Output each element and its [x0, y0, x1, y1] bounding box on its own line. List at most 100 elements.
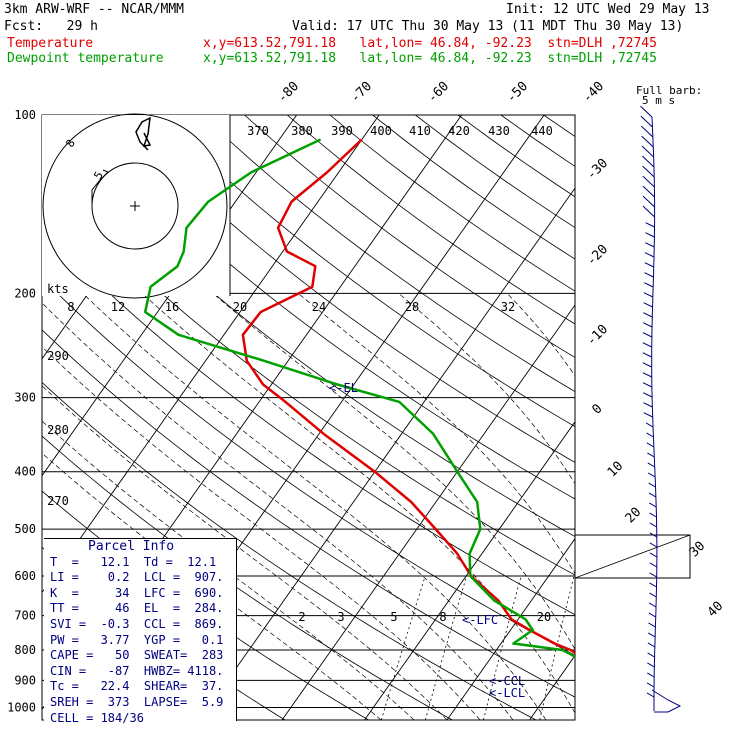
wind-barb	[644, 282, 654, 288]
dry-adiabat-line	[42, 381, 537, 720]
theta-label: 270	[47, 494, 69, 508]
parcel-info-row: CELL = 184/36	[50, 710, 144, 725]
wind-barb	[648, 602, 657, 608]
wind-barb	[649, 512, 657, 518]
wind-barb	[642, 382, 653, 388]
theta-label: 410	[409, 124, 431, 138]
temperature-tick-label: -70	[348, 79, 375, 106]
moist-adiabat-line	[607, 293, 740, 720]
wind-barb	[646, 682, 655, 688]
isotherm-line	[446, 537, 575, 720]
temperature-tick-label: 10	[605, 459, 627, 481]
theta-label: 430	[488, 124, 510, 138]
temperature-tick-label: 20	[623, 505, 645, 527]
parcel-info-row: TT = 46 EL = 284.	[50, 601, 224, 616]
dry-adiabat-line	[372, 115, 575, 260]
wind-barb	[645, 232, 655, 238]
wind-legend-units: 5 m s	[642, 94, 675, 107]
hodograph-axis-tick: 8	[67, 300, 74, 314]
wind-barb	[642, 205, 655, 218]
dry-adiabat-line	[329, 115, 575, 292]
isotherm-line	[42, 115, 380, 594]
wind-barb	[649, 532, 658, 538]
wind-barb	[647, 472, 656, 478]
temperature-tick-label: -40	[580, 79, 607, 106]
wind-barb	[649, 552, 658, 558]
mixing-ratio-label: 5	[390, 610, 397, 624]
parcel-info-row: LI = 0.2 LCL = 907.	[50, 570, 224, 585]
moist-adiabat-line	[82, 293, 547, 720]
wind-barb	[642, 155, 655, 168]
wind-barb	[640, 105, 653, 118]
lower-frame-extension	[575, 534, 691, 579]
wind-barb-surface	[651, 689, 682, 713]
dry-adiabat-line	[42, 176, 575, 576]
dry-adiabat-line	[201, 115, 575, 393]
wind-barb	[645, 242, 655, 248]
wind-barb	[642, 352, 652, 358]
hodograph-trace	[135, 116, 152, 151]
mixing-ratio-label: 2	[298, 610, 305, 624]
parcel-info-row: Tc = 22.4 SHEAR= 37.	[50, 679, 224, 694]
isotherm-line	[199, 187, 575, 720]
pressure-tick-label: 400	[14, 465, 36, 479]
isotherm-line	[612, 115, 740, 720]
dry-adiabat-line	[244, 115, 575, 358]
wind-barb	[649, 502, 657, 508]
theta-label: 370	[247, 124, 269, 138]
dry-adiabat-line	[42, 329, 575, 698]
pressure-tick-label: 800	[14, 643, 36, 657]
parcel-info-row: SVI = -0.3 CCL = 869.	[50, 616, 224, 631]
wind-barb	[642, 175, 655, 188]
wind-barb	[642, 195, 655, 208]
dry-adiabat-line	[500, 115, 575, 167]
parcel-level-annotation: <-EL	[329, 381, 358, 395]
wind-barb	[649, 572, 657, 578]
wind-barb	[648, 482, 656, 488]
wind-barb	[646, 432, 654, 438]
dewpoint-profile-line	[143, 138, 575, 659]
parcel-info-row: SREH = 373 LAPSE= 5.9	[50, 694, 224, 709]
theta-label: 380	[291, 124, 313, 138]
theta-label: 400	[370, 124, 392, 138]
theta-label: 280	[47, 423, 69, 437]
wind-barb	[646, 692, 655, 698]
wind-barb	[646, 672, 655, 678]
pressure-tick-label: 100	[14, 108, 36, 122]
hodograph-axis-tick: 12	[111, 300, 125, 314]
mixing-ratio-line	[539, 575, 575, 720]
wind-barb	[643, 412, 653, 418]
moist-adiabat-line	[42, 420, 415, 720]
isotherm-line	[364, 421, 575, 720]
wind-barb	[642, 362, 652, 368]
dry-adiabat-line	[116, 115, 575, 463]
lower-frame-diagonal	[574, 534, 691, 579]
dry-adiabat-line	[715, 115, 740, 720]
temperature-tick-label: -30	[584, 156, 611, 183]
pressure-tick-label: 500	[14, 522, 36, 536]
parcel-level-annotation: <-LFC	[462, 613, 498, 627]
moist-adiabat-line	[297, 293, 575, 575]
wind-barb	[645, 422, 654, 428]
wind-barb	[647, 452, 655, 458]
temperature-tick-label: 0	[589, 401, 605, 417]
wind-barb	[647, 652, 655, 658]
wind-barb	[642, 322, 653, 328]
wind-barb	[642, 332, 653, 338]
isotherm-line	[529, 654, 575, 720]
temperature-tick-label: -20	[584, 242, 611, 269]
dry-adiabat-line	[415, 115, 575, 229]
wind-barb	[642, 165, 655, 178]
init-time: Init: 12 UTC Wed 29 May 13	[506, 2, 710, 17]
wind-barb	[642, 185, 655, 198]
moist-adiabat-line	[398, 293, 575, 485]
dry-adiabat-line	[158, 115, 575, 428]
dry-adiabat-line	[42, 226, 575, 616]
parcel-level-annotation: <-LCL	[489, 686, 525, 700]
dry-adiabat-line	[586, 115, 740, 720]
model-title: 3km ARW-WRF -- NCAR/MMM	[4, 2, 185, 17]
hodograph-trace-lower	[91, 169, 109, 206]
moist-adiabat-line	[42, 346, 481, 720]
wind-barb	[643, 312, 653, 318]
parcel-info-row: K = 34 LFC = 690.	[50, 585, 224, 600]
